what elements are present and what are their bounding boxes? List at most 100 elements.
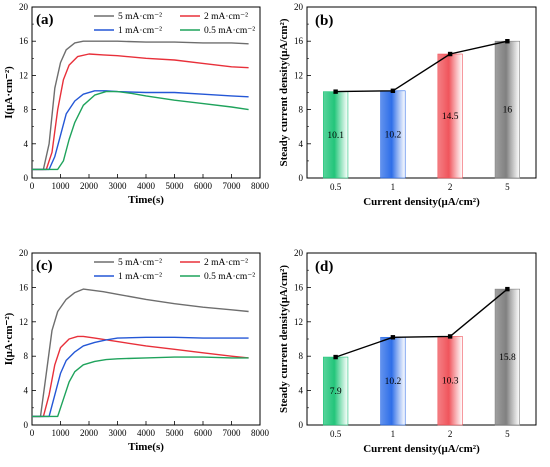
legend-label: 2 mA·cm⁻²	[204, 12, 248, 22]
y-tick-label: 20	[294, 248, 304, 258]
x-axis-label: Current density(μA/cm²)	[363, 443, 480, 455]
bar	[494, 40, 520, 179]
x-tick-label: 2000	[80, 428, 99, 438]
trend-marker	[447, 51, 453, 57]
legend-label: 0.5 mA·cm⁻²	[204, 272, 255, 282]
bar-value-label: 14.5	[442, 112, 459, 122]
y-tick-label: 0	[24, 420, 29, 430]
line-chart-c: 0 1000 2000 3000 4000 5000 6000 7000 8000 0 4 8 12 16…	[3, 248, 270, 453]
y-tick-label: 4	[24, 386, 29, 396]
trend-marker	[505, 286, 510, 292]
x-tick-label: 1	[391, 182, 396, 192]
bar	[494, 288, 520, 426]
bar-value-label: 16	[503, 106, 513, 116]
series-line-4	[32, 356, 249, 418]
x-tick-label: 1000	[52, 428, 71, 438]
bar-value-label: 10.2	[385, 130, 402, 140]
y-tick-label: 12	[19, 70, 28, 80]
legend-label: 5 mA·cm⁻²	[118, 258, 162, 268]
y-tick-label: 8	[24, 105, 29, 115]
line-chart-a: 0 1000 2000 3000 4000 5000 6000 7000 8000 0 4 8 12 16…	[3, 2, 270, 206]
legend-label: 0.5 mA·cm⁻²	[204, 26, 255, 36]
x-tick-label: 7000	[223, 181, 242, 191]
y-tick-label: 8	[299, 105, 304, 115]
bar-value-label: 10.3	[442, 377, 459, 387]
x-axis-label: Current density(μA/cm²)	[363, 196, 480, 208]
panel-label: (b)	[315, 13, 333, 29]
bar-value-label: 10.2	[385, 377, 402, 387]
y-axis-label: I(μA·cm⁻²)	[3, 66, 15, 119]
series-line-2	[32, 53, 249, 171]
y-tick-label: 4	[299, 386, 304, 396]
x-axis-label: Time(s)	[128, 194, 164, 206]
x-tick-label: 6000	[194, 428, 213, 438]
series-line-3	[32, 336, 249, 418]
y-tick-label: 12	[294, 70, 303, 80]
x-tick-label: 8000	[251, 181, 270, 191]
x-tick-label: 2	[448, 429, 453, 439]
series-line-4	[32, 90, 249, 171]
bar-value-label: 7.9	[330, 387, 342, 397]
bar	[323, 356, 349, 426]
series-line-3	[32, 90, 249, 171]
y-tick-label: 0	[299, 420, 304, 430]
panel-label: (c)	[36, 258, 53, 274]
y-tick-label: 12	[294, 317, 303, 327]
x-tick-label: 2000	[80, 181, 99, 191]
legend-label: 5 mA·cm⁻²	[118, 12, 162, 22]
x-tick-label: 6000	[194, 181, 213, 191]
panel-label: (a)	[36, 12, 54, 28]
x-tick-label: 0.5	[330, 182, 342, 192]
series-line-1	[32, 288, 249, 418]
bar	[380, 90, 406, 179]
bar-value-label: 15.8	[499, 353, 516, 363]
y-tick-label: 4	[24, 139, 29, 149]
trend-marker	[505, 39, 510, 44]
series-line-1	[32, 40, 249, 171]
x-tick-label: 5	[505, 429, 510, 439]
x-tick-label: 3000	[109, 181, 128, 191]
x-tick-label: 8000	[251, 428, 270, 438]
y-tick-label: 16	[294, 282, 304, 292]
y-axis-label: I(μA·cm⁻²)	[3, 312, 15, 365]
bar-value-label: 10.1	[327, 131, 344, 141]
y-tick-label: 8	[24, 351, 29, 361]
x-axis-label: Time(s)	[128, 441, 164, 453]
y-tick-label: 8	[299, 351, 304, 361]
x-tick-label: 0	[30, 181, 35, 191]
y-tick-label: 16	[19, 36, 29, 46]
y-tick-label: 4	[299, 139, 304, 149]
trend-line	[335, 288, 508, 358]
y-tick-label: 12	[19, 317, 28, 327]
x-tick-label: 4000	[137, 181, 156, 191]
x-tick-label: 3000	[109, 428, 128, 438]
y-axis-label: Steady current density(μA/cm²)	[278, 18, 290, 166]
x-tick-label: 7000	[223, 428, 242, 438]
y-tick-label: 20	[19, 248, 29, 258]
x-tick-label: 0	[30, 428, 35, 438]
x-tick-label: 1	[391, 429, 396, 439]
legend-label: 1 mA·cm⁻²	[118, 272, 162, 282]
x-tick-label: 0.5	[330, 429, 342, 439]
legend-label: 2 mA·cm⁻²	[204, 258, 248, 268]
trend-line	[335, 40, 508, 93]
y-tick-label: 20	[294, 2, 304, 12]
trend-marker	[390, 88, 396, 93]
trend-marker	[390, 335, 396, 340]
trend-marker	[447, 334, 453, 339]
bar	[323, 91, 349, 179]
bar	[380, 336, 406, 426]
y-tick-label: 16	[19, 282, 29, 292]
trend-marker	[333, 354, 338, 360]
series-line-2	[32, 335, 249, 418]
y-tick-label: 16	[294, 36, 304, 46]
legend-label: 1 mA·cm⁻²	[118, 26, 162, 36]
x-tick-label: 5	[505, 182, 510, 192]
bar	[437, 336, 463, 426]
panel-label: (d)	[315, 259, 333, 275]
x-tick-label: 1000	[52, 181, 71, 191]
y-axis-label: Steady current density(μA/cm²)	[278, 265, 290, 413]
